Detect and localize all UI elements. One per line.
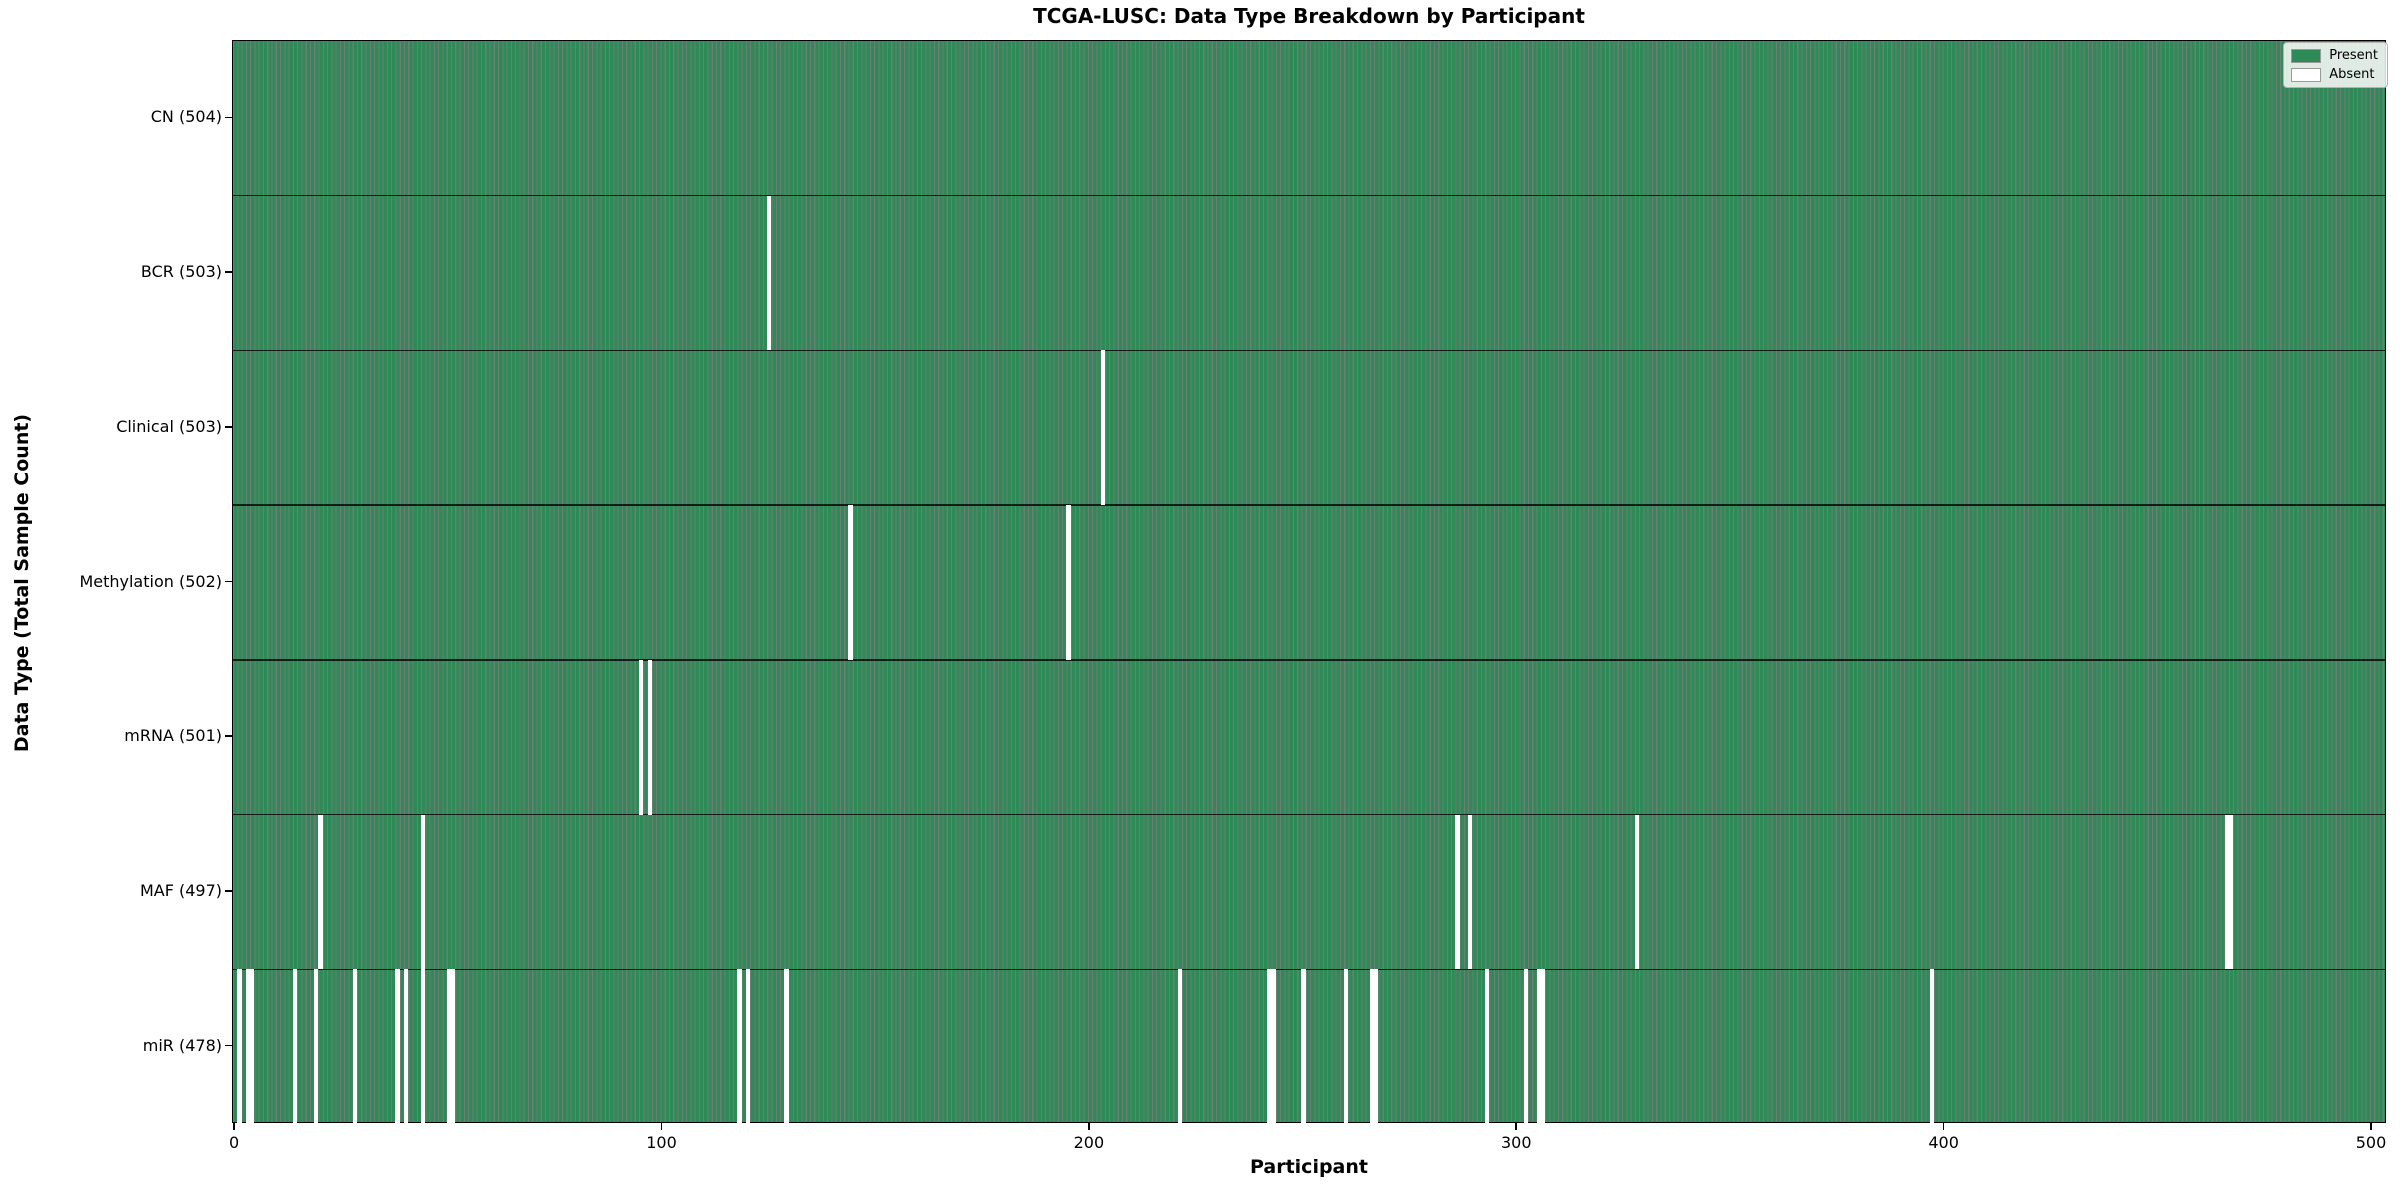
row-border [233, 659, 2385, 661]
y-tick-mark [225, 890, 232, 892]
absent-cell-MAF-328 [1634, 814, 1640, 970]
absent-cell-miR-3 [245, 969, 251, 1124]
x-tick-label-100: 100 [646, 1133, 677, 1152]
absent-cell-miR-260 [1344, 969, 1349, 1124]
chart-title: TCGA-LUSC: Data Type Breakdown by Partic… [1033, 4, 1585, 28]
row-border [233, 968, 2385, 970]
absent-cell-miR-221 [1177, 969, 1182, 1124]
y-tick-label-Clinical: Clinical (503) [116, 416, 222, 436]
y-tick-mark [225, 271, 232, 273]
absent-cell-Methylation-144 [848, 505, 853, 660]
legend-entry-absent: Absent [2291, 67, 2378, 82]
absent-cell-miR-38 [395, 969, 400, 1124]
y-tick-label-CN: CN (504) [150, 107, 222, 127]
absent-cell-MAF-20 [318, 814, 323, 970]
x-tick-mark [233, 1123, 235, 1130]
absent-cell-Methylation-195 [1066, 505, 1071, 660]
legend-label-absent: Absent [2329, 67, 2375, 82]
absent-cell-miR-302 [1523, 969, 1528, 1124]
legend-entry-present: Present [2291, 48, 2378, 63]
x-axis-label: Participant [1249, 1156, 1368, 1178]
x-tick-label-400: 400 [1928, 1133, 1959, 1152]
absent-cell-miR-118 [737, 969, 742, 1124]
row-border [233, 195, 2385, 197]
absent-cell-Clinical-203 [1100, 350, 1105, 506]
absent-cell-MAF-466 [2224, 814, 2229, 970]
absent-cell-miR-397 [1929, 969, 1934, 1124]
y-tick-label-mRNA: mRNA (501) [124, 726, 222, 746]
absent-cell-miR-50 [446, 969, 451, 1124]
legend: Present Absent [2283, 42, 2388, 88]
x-tick-label-500: 500 [2355, 1133, 2387, 1152]
absent-cell-miR-28 [352, 969, 357, 1124]
y-tick-label-BCR: BCR (503) [140, 262, 222, 282]
y-tick-mark [225, 735, 232, 737]
absent-cell-miR-1 [237, 969, 242, 1124]
y-tick-mark [225, 1044, 232, 1047]
absent-cell-miR-129 [784, 969, 789, 1124]
legend-swatch-present [2291, 48, 2322, 63]
absent-cell-miR-305 [1536, 969, 1541, 1124]
x-tick-mark [660, 1123, 663, 1130]
y-tick-mark [225, 116, 232, 119]
absent-cell-miR-267 [1374, 969, 1379, 1124]
legend-swatch-absent [2291, 67, 2322, 82]
absent-cell-miR-51 [450, 969, 456, 1124]
legend-label-present: Present [2329, 48, 2378, 63]
y-tick-mark [225, 425, 232, 428]
absent-cell-miR-19 [314, 969, 319, 1124]
x-tick-mark [1942, 1123, 1945, 1130]
absent-cell-mRNA-97 [647, 659, 652, 815]
absent-cell-miR-40 [403, 969, 409, 1124]
absent-cell-miR-250 [1301, 969, 1306, 1124]
absent-cell-miR-44 [421, 969, 426, 1124]
x-tick-label-0: 0 [229, 1133, 240, 1152]
absent-cell-miR-242 [1267, 969, 1272, 1124]
absent-cell-miR-243 [1271, 969, 1276, 1124]
absent-cell-mRNA-95 [639, 659, 644, 815]
absent-cell-miR-14 [292, 969, 298, 1124]
absent-cell-miR-120 [745, 969, 751, 1124]
absent-cell-MAF-467 [2228, 814, 2234, 970]
absent-cell-miR-306 [1540, 969, 1546, 1124]
plot-area [232, 40, 2386, 1124]
y-tick-label-MAF: MAF (497) [139, 880, 222, 900]
row-border [233, 349, 2385, 352]
row-border [233, 813, 2385, 816]
x-tick-mark [1515, 1123, 1518, 1130]
row-border [233, 504, 2385, 506]
x-tick-mark [1088, 1123, 1090, 1130]
absent-cell-miR-293 [1485, 969, 1490, 1124]
x-tick-mark [2370, 1123, 2372, 1130]
absent-cell-MAF-44 [421, 814, 426, 970]
absent-cell-MAF-289 [1468, 814, 1473, 970]
x-tick-label-300: 300 [1500, 1133, 1532, 1152]
x-tick-label-200: 200 [1073, 1133, 1105, 1152]
absent-cell-miR-266 [1369, 969, 1375, 1124]
y-tick-label-Methylation: Methylation (502) [79, 571, 222, 591]
absent-cell-MAF-286 [1455, 814, 1460, 970]
absent-cell-BCR-125 [767, 195, 772, 351]
y-tick-label-miR: miR (478) [142, 1035, 222, 1055]
y-tick-mark [225, 580, 232, 583]
absent-cell-miR-4 [250, 969, 255, 1124]
